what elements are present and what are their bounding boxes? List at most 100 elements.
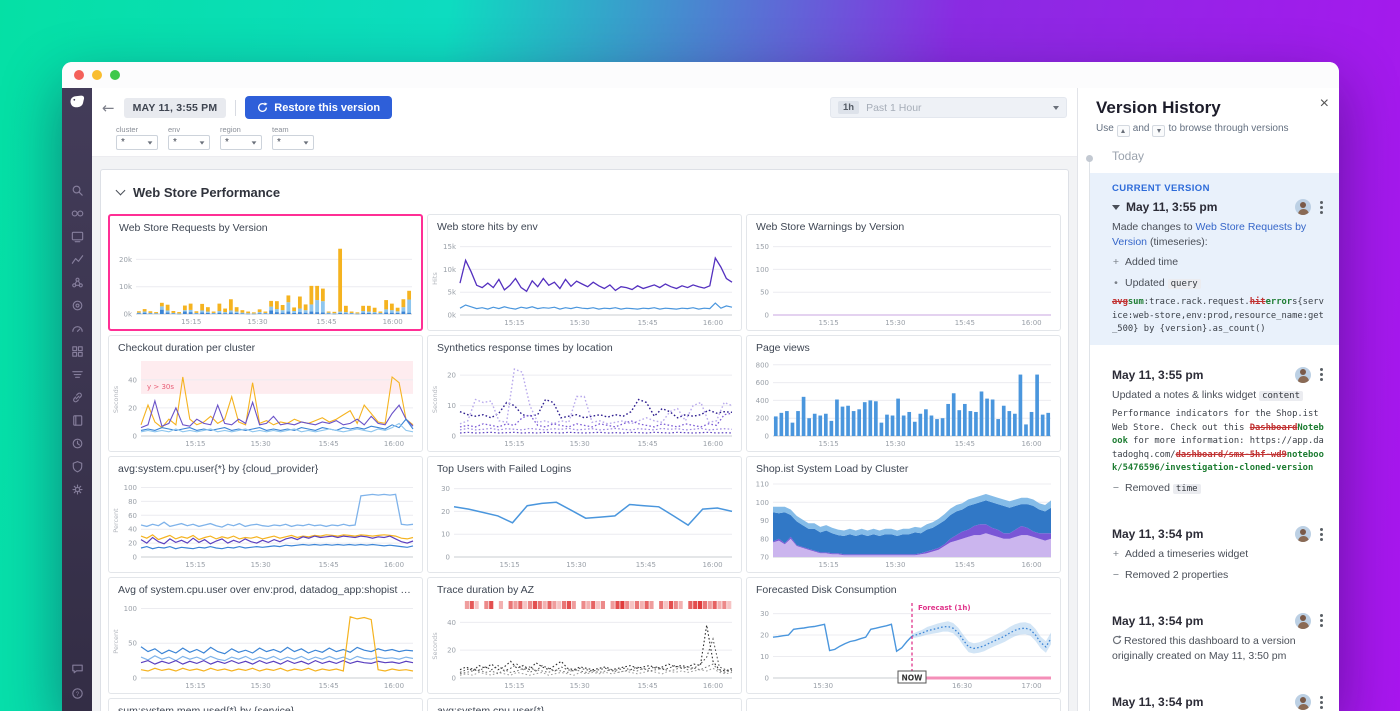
text-segment: error [1265,296,1293,307]
widget-system-load-by-cluster[interactable]: Shop.ist System Load by Cluster 70 80 90 10… [746,456,1061,573]
widget-web-store-requests-by-version[interactable]: Web Store Requests by Version 0k 10k 20k 15… [108,214,423,331]
version-history-panel: × Version History Use and to browse throug… [1077,88,1339,711]
sidebar-watchdog-icon[interactable] [70,206,85,221]
version-entry[interactable]: May 11, 3:54 pm + Added a timeseries widge… [1090,518,1339,590]
widget-title: Trace duration by AZ [437,584,535,596]
template-var-dropdown[interactable]: * [168,135,210,150]
template-var-cluster: cluster * [116,125,158,150]
widget-synthetics-response-times[interactable]: Synthetics response times by location 0 1… [427,335,742,452]
svg-text:16:00: 16:00 [384,440,404,448]
sidebar-ci-icon[interactable] [70,344,85,359]
widget-title: sum:system.mem.used{*} by {service} [118,705,295,711]
template-var-dropdown[interactable]: * [272,135,314,150]
svg-text:0: 0 [133,554,137,562]
sidebar-logs-icon[interactable] [70,367,85,382]
widget-title: Forecasted Disk Consumption [756,584,897,596]
svg-text:15:30: 15:30 [251,561,271,569]
text-segment: Added a timeseries widget [1125,548,1249,561]
kebab-menu-icon[interactable] [1320,373,1323,377]
sidebar-search-icon[interactable] [70,183,85,198]
widget-chart: 0 50 100 150 15:15 15:30 15:45 16:00 [749,235,1057,328]
svg-text:Percent: Percent [112,629,120,654]
svg-text:15:15: 15:15 [181,318,201,326]
svg-text:15:45: 15:45 [638,682,658,690]
sidebar-notebooks-icon[interactable] [70,413,85,428]
sidebar-service-map-icon[interactable] [70,298,85,313]
widget-avg-cpu-shopist[interactable]: Avg of system.cpu.user over env:prod, da… [108,577,423,694]
widget-avg-cpu-user[interactable]: avg:system.cpu.user{*} [427,698,742,711]
sidebar-monitors-icon[interactable] [70,321,85,336]
template-variables: cluster * env * region * team * [116,125,1067,150]
text-segment: Updated a notes & links widget [1112,388,1260,401]
sidebar-chat-icon[interactable] [70,661,85,676]
widget-title: Synthetics response times by location [437,342,613,354]
widget-cpu-by-cloud-provider[interactable]: avg:system.cpu.user{*} by {cloud_provide… [108,456,423,573]
group-header[interactable]: Web Store Performance [108,170,1061,214]
svg-text:15:45: 15:45 [636,561,656,569]
avatar [1295,526,1311,543]
sidebar-metrics-icon[interactable] [70,252,85,267]
widget-trace-duration-by-az[interactable]: Trace duration by AZ 0 20 40 15:15 15:30 15:4… [427,577,742,694]
sidebar-dashboards-icon[interactable] [70,229,85,244]
back-arrow-icon[interactable]: ← [102,98,115,117]
template-var-dropdown[interactable]: * [116,135,158,150]
widget-checkout-duration[interactable]: Checkout duration per cluster y > 30s 0 20… [108,335,423,452]
svg-text:15:30: 15:30 [570,440,590,448]
widget-mem-used-by-service[interactable]: sum:system.mem.used{*} by {service} [108,698,423,711]
sidebar-apm-icon[interactable] [70,275,85,290]
sidebar-incidents-icon[interactable] [70,436,85,451]
kebab-menu-icon[interactable] [1320,532,1323,536]
svg-text:Seconds: Seconds [112,385,120,413]
time-range-selector[interactable]: 1h Past 1 Hour [830,97,1067,118]
version-entry[interactable]: CURRENT VERSION May 11, 3:55 pm Made chang… [1090,173,1339,345]
kebab-menu-icon[interactable] [1320,205,1323,209]
zoom-traffic-light[interactable] [110,70,120,80]
svg-text:10k: 10k [443,266,457,274]
change-row: + Added a timeseries widget [1112,547,1327,562]
text-segment: Dashboard [1249,422,1298,433]
svg-text:Seconds: Seconds [431,385,439,413]
text-segment: :trace.rack.request. [1143,296,1250,307]
sidebar-synthetics-icon[interactable] [70,390,85,405]
version-timestamp: May 11, 3:54 pm [1112,613,1204,628]
restore-version-button[interactable]: Restore this version [245,96,393,119]
svg-text:15:45: 15:45 [316,318,336,326]
version-entry[interactable]: May 11, 3:54 pm Restored this dashboard t… [1090,605,1339,672]
change-row: − Removed time [1112,481,1327,496]
widget-title: Web Store Warnings by Version [756,221,905,233]
widget-forecasted-disk[interactable]: Forecasted Disk Consumption 0 10 20 30 15:30… [746,577,1061,694]
widget-link[interactable]: Web Store Requests by Version [1112,221,1307,249]
diff-marker: − [1112,568,1120,581]
sidebar-security-icon[interactable] [70,459,85,474]
text-segment: Updated [1125,276,1168,289]
text-segment: (timeseries): [1147,236,1208,249]
widget-notes[interactable]: Performance indicators for the Shop.ist … [746,698,1061,711]
kebab-menu-icon[interactable] [1320,619,1323,623]
sidebar-settings-icon[interactable] [70,482,85,497]
sidebar-nav [70,183,85,497]
widget-page-views[interactable]: Page views 0 200 400 600 800 15:15 15:30 15:45 1… [746,335,1061,452]
svg-text:15:30: 15:30 [566,561,586,569]
widget-failed-logins[interactable]: Top Users with Failed Logins 0 10 20 30 15:1… [427,456,742,573]
version-entry[interactable]: May 11, 3:55 pm Updated a notes & links w… [1090,359,1339,505]
template-var-dropdown[interactable]: * [220,135,262,150]
widget-web-store-hits-by-env[interactable]: Web store hits by env 0k 5k 10k 15k 15:15 15:… [427,214,742,331]
svg-text:?: ? [75,691,79,698]
version-entry[interactable]: May 11, 3:54 pm−Deleted Checkout duratio… [1090,686,1339,711]
svg-text:15:15: 15:15 [185,440,205,448]
minimize-traffic-light[interactable] [92,70,102,80]
kebab-menu-icon[interactable] [1320,700,1323,704]
version-timestamp: May 11, 3:55 pm [1126,200,1218,214]
close-icon[interactable]: × [1319,95,1329,112]
text-segment: avg [1112,296,1128,307]
svg-text:16:00: 16:00 [703,682,723,690]
widget-web-store-warnings[interactable]: Web Store Warnings by Version 0 50 100 150 1… [746,214,1061,331]
expand-caret-icon[interactable] [1112,204,1120,210]
sidebar-help-icon[interactable]: ? [70,686,85,701]
datadog-logo[interactable] [67,93,87,113]
close-traffic-light[interactable] [74,70,84,80]
collapse-chevron-icon[interactable] [115,185,126,195]
change-row: • Updated query [1112,276,1327,291]
svg-text:30: 30 [760,610,769,618]
svg-text:20k: 20k [119,256,133,264]
